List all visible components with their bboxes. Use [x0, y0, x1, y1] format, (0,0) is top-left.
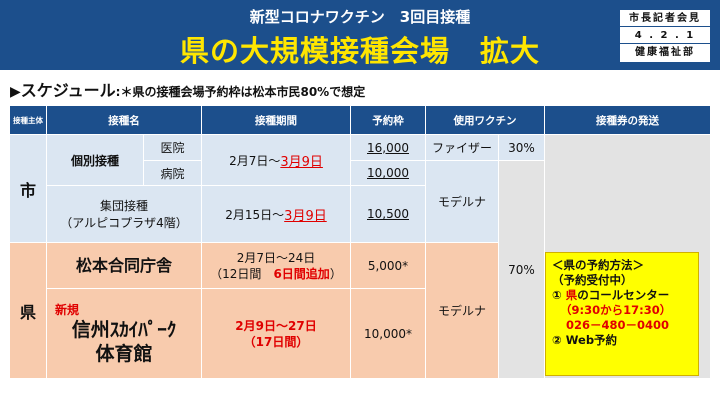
- press-badge-line-3: 健康福祉部: [635, 47, 695, 58]
- site2-period-range: 2月9日～27日: [235, 318, 317, 333]
- callcenter-phone: 026－480－0400: [566, 318, 670, 332]
- schedule-heading: ▶スケジュール:＊県の接種会場予約枠は松本市民80%で想定: [10, 77, 365, 101]
- header-vaccine: 使用ワクチン: [426, 106, 544, 134]
- site2-name-line2: 体育館: [95, 343, 153, 365]
- pref-moderna-label: モデルナ: [426, 243, 498, 378]
- callcenter-number: ①: [552, 288, 566, 302]
- site2-period-days: （17日間）: [243, 334, 309, 349]
- header-subject: 接種主体: [10, 106, 46, 134]
- header-slots: 予約枠: [351, 106, 425, 134]
- press-badge-line-2: 4 . 2 . 1: [620, 27, 710, 44]
- pfizer-label: ファイザー: [426, 135, 498, 160]
- callcenter-hours: （9:30から17:30）: [560, 303, 672, 317]
- group-vaccination-venue: （アルピコプラザ4階）: [60, 216, 188, 230]
- header-period: 接種期間: [202, 106, 350, 134]
- pfizer-percent: 30%: [499, 135, 544, 160]
- group-slots: 10,500: [351, 186, 425, 242]
- individual-period-start: 2月7日～: [229, 153, 281, 168]
- callcenter-label: のコールセンター: [577, 288, 670, 302]
- site1-days-close: ）: [329, 266, 342, 281]
- press-conference-badge: 市長記者会見 4 . 2 . 1 健康福祉部: [618, 8, 712, 64]
- site-skypark-gym: 新規 信州ｽｶｲﾊﾟｰｸ 体育館: [47, 289, 201, 378]
- new-badge: 新規: [55, 303, 80, 317]
- individual-vaccination: 個別接種: [47, 135, 143, 185]
- subtitle: 新型コロナワクチン 3回目接種: [249, 8, 471, 26]
- site2-name-line1: 信州ｽｶｲﾊﾟｰｸ: [71, 319, 177, 341]
- reservation-title: ＜県の予約方法＞: [552, 258, 644, 272]
- group-period-end: 3月9日: [284, 208, 327, 224]
- site2-slots: 10,000*: [351, 289, 425, 378]
- site2-period: 2月9日～27日 （17日間）: [202, 289, 350, 378]
- site1-period-days: （12日間 6日間追加）: [210, 266, 342, 282]
- reservation-info-box: ＜県の予約方法＞ （予約受付中） ① 県のコールセンター （9:30から17:3…: [545, 252, 699, 376]
- site1-days-added: 6日間追加: [273, 266, 330, 281]
- triangle-marker-icon: ▶: [10, 84, 21, 100]
- moderna-percent: 70%: [499, 161, 544, 378]
- group-vaccination-title: 集団接種: [99, 199, 148, 213]
- schedule-note: :＊県の接種会場予約枠は松本市民80%で想定: [115, 85, 366, 99]
- hospital-label: 病院: [144, 161, 201, 185]
- group-vaccination: 集団接種 （アルピコプラザ4階）: [47, 186, 201, 242]
- clinic-slots: 16,000: [351, 135, 425, 160]
- group-period: 2月15日～ 3月9日: [202, 186, 350, 242]
- group-period-start: 2月15日～: [225, 207, 285, 222]
- page-title: 県の大規模接種会場 拡大: [179, 34, 540, 68]
- site1-period: 2月7日～24日 （12日間 6日間追加）: [202, 243, 350, 288]
- site-matsumoto-office: 松本合同庁舎: [47, 243, 201, 288]
- schedule-label: スケジュール: [20, 81, 116, 100]
- header-tickets: 接種券の発送: [545, 106, 710, 134]
- site1-days-total: （12日間: [210, 266, 262, 281]
- callcenter-pref: 県: [565, 288, 578, 302]
- city-moderna-label: モデルナ: [426, 161, 498, 242]
- hospital-slots: 10,000: [351, 161, 425, 185]
- reservation-web: ② Web予約: [552, 333, 618, 347]
- individual-period: 2月7日～ 3月9日: [202, 135, 350, 185]
- clinic-label: 医院: [144, 135, 201, 160]
- city-label: 市: [10, 135, 46, 242]
- reservation-status: （予約受付中）: [552, 273, 633, 287]
- reservation-callcenter: ① 県のコールセンター: [552, 288, 692, 303]
- site1-slots: 5,000*: [351, 243, 425, 288]
- title-banner: 新型コロナワクチン 3回目接種 県の大規模接種会場 拡大 市長記者会見 4 . …: [0, 0, 720, 70]
- header-name: 接種名: [47, 106, 201, 134]
- prefecture-label: 県: [10, 243, 46, 378]
- press-badge-line-1: 市長記者会見: [620, 10, 710, 27]
- site1-name: 松本合同庁舎: [75, 255, 172, 275]
- site1-period-range: 2月7日～24日: [236, 250, 316, 265]
- individual-period-end: 3月9日: [280, 154, 323, 170]
